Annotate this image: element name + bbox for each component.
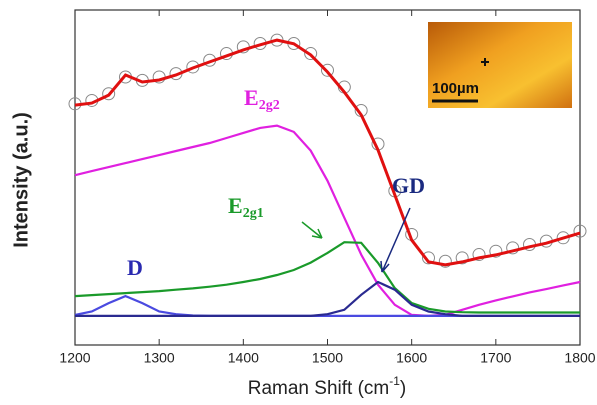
fit-line xyxy=(75,280,580,317)
scale-label: 100µm xyxy=(432,80,479,97)
y-axis-label: Intensity (a.u.) xyxy=(10,112,32,248)
annotation: GD xyxy=(392,173,425,198)
data-point xyxy=(573,224,587,238)
x-tick-label: 1500 xyxy=(312,350,343,366)
x-label-after: ) xyxy=(400,378,406,399)
data-point xyxy=(455,251,469,265)
arrow xyxy=(301,221,323,239)
data-point xyxy=(506,241,520,255)
annotation-sub: 2g1 xyxy=(243,206,264,221)
annotation: D xyxy=(127,255,143,280)
inset-cross xyxy=(481,58,489,66)
x-tick-label: 1600 xyxy=(396,350,427,366)
annotation-sub: 2g2 xyxy=(259,98,280,113)
data-point xyxy=(304,47,318,61)
inset-image xyxy=(428,22,572,108)
x-tick-label: 1200 xyxy=(59,350,90,366)
annotation: E2g2 xyxy=(244,85,280,113)
fit-line xyxy=(74,241,580,314)
data-point xyxy=(438,254,452,268)
data-point xyxy=(321,63,334,77)
annotation: E2g1 xyxy=(228,193,264,221)
x-label-sup: -1 xyxy=(389,374,400,388)
arrow xyxy=(380,207,411,273)
data-point xyxy=(422,251,435,265)
data-point xyxy=(102,87,116,101)
annotation-text: E xyxy=(244,85,259,110)
fit-line xyxy=(74,124,581,318)
data-point xyxy=(489,244,503,258)
data-point xyxy=(472,248,486,262)
annotation-text: E xyxy=(228,193,243,218)
x-tick-label: 1800 xyxy=(564,350,595,366)
x-tick-label: 1300 xyxy=(144,350,175,366)
x-tick-label: 1700 xyxy=(480,350,511,366)
annotation-text: GD xyxy=(392,173,425,198)
x-tick-label: 1400 xyxy=(228,350,259,366)
fit-line xyxy=(74,38,581,267)
x-axis-label: Raman Shift (cm-1) xyxy=(248,374,406,399)
x-label-text: Raman Shift (cm xyxy=(248,378,389,399)
annotation-text: D xyxy=(127,255,143,280)
